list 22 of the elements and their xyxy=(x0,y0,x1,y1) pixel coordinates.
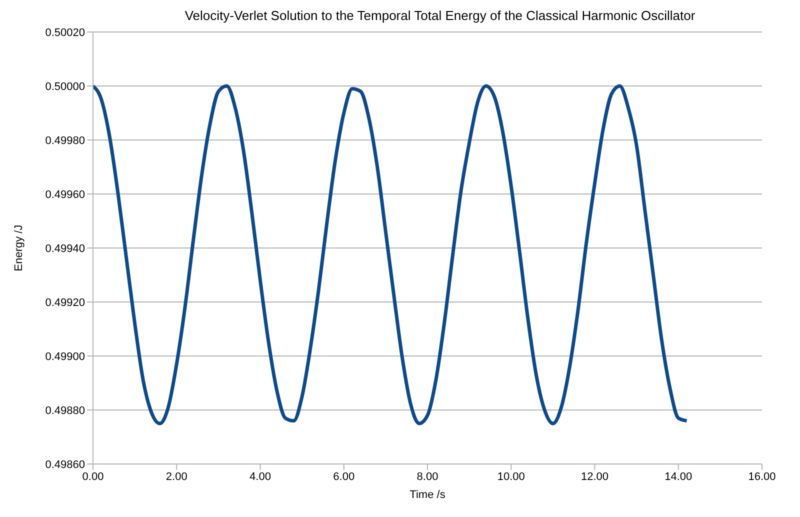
x-tick-label: 8.00 xyxy=(416,470,438,483)
line-series xyxy=(93,84,688,426)
y-axis-title: Energy /J xyxy=(12,224,25,272)
x-tick-label: 4.00 xyxy=(250,470,271,483)
y-tick-label: 0.49960 xyxy=(45,188,85,201)
x-tick-label: 12.00 xyxy=(580,470,609,483)
y-tick-label: 0.49920 xyxy=(45,296,85,309)
y-tick-label: 0.49980 xyxy=(45,134,85,147)
x-tick-label: 16.00 xyxy=(748,470,776,483)
y-tick-label: 0.49880 xyxy=(45,404,85,417)
x-tick-label: 0.00 xyxy=(82,470,104,483)
x-tick-label: 14.00 xyxy=(664,470,692,483)
x-axis-title: Time /s xyxy=(410,489,446,501)
x-tick-label: 10.00 xyxy=(497,470,525,483)
y-tick-label: 0.50000 xyxy=(45,80,85,93)
chart-title: Velocity-Verlet Solution to the Temporal Total Energy of the Classical Harmonic Oscillator xyxy=(184,8,696,23)
y-tick-label: 0.49860 xyxy=(45,458,85,471)
y-tick-label: 0.49900 xyxy=(45,350,85,363)
y-tick-label: 0.49940 xyxy=(45,242,85,255)
x-tick-label: 2.00 xyxy=(166,470,188,483)
x-tick-label: 6.00 xyxy=(333,470,355,483)
y-tick-label: 0.50020 xyxy=(45,26,85,39)
